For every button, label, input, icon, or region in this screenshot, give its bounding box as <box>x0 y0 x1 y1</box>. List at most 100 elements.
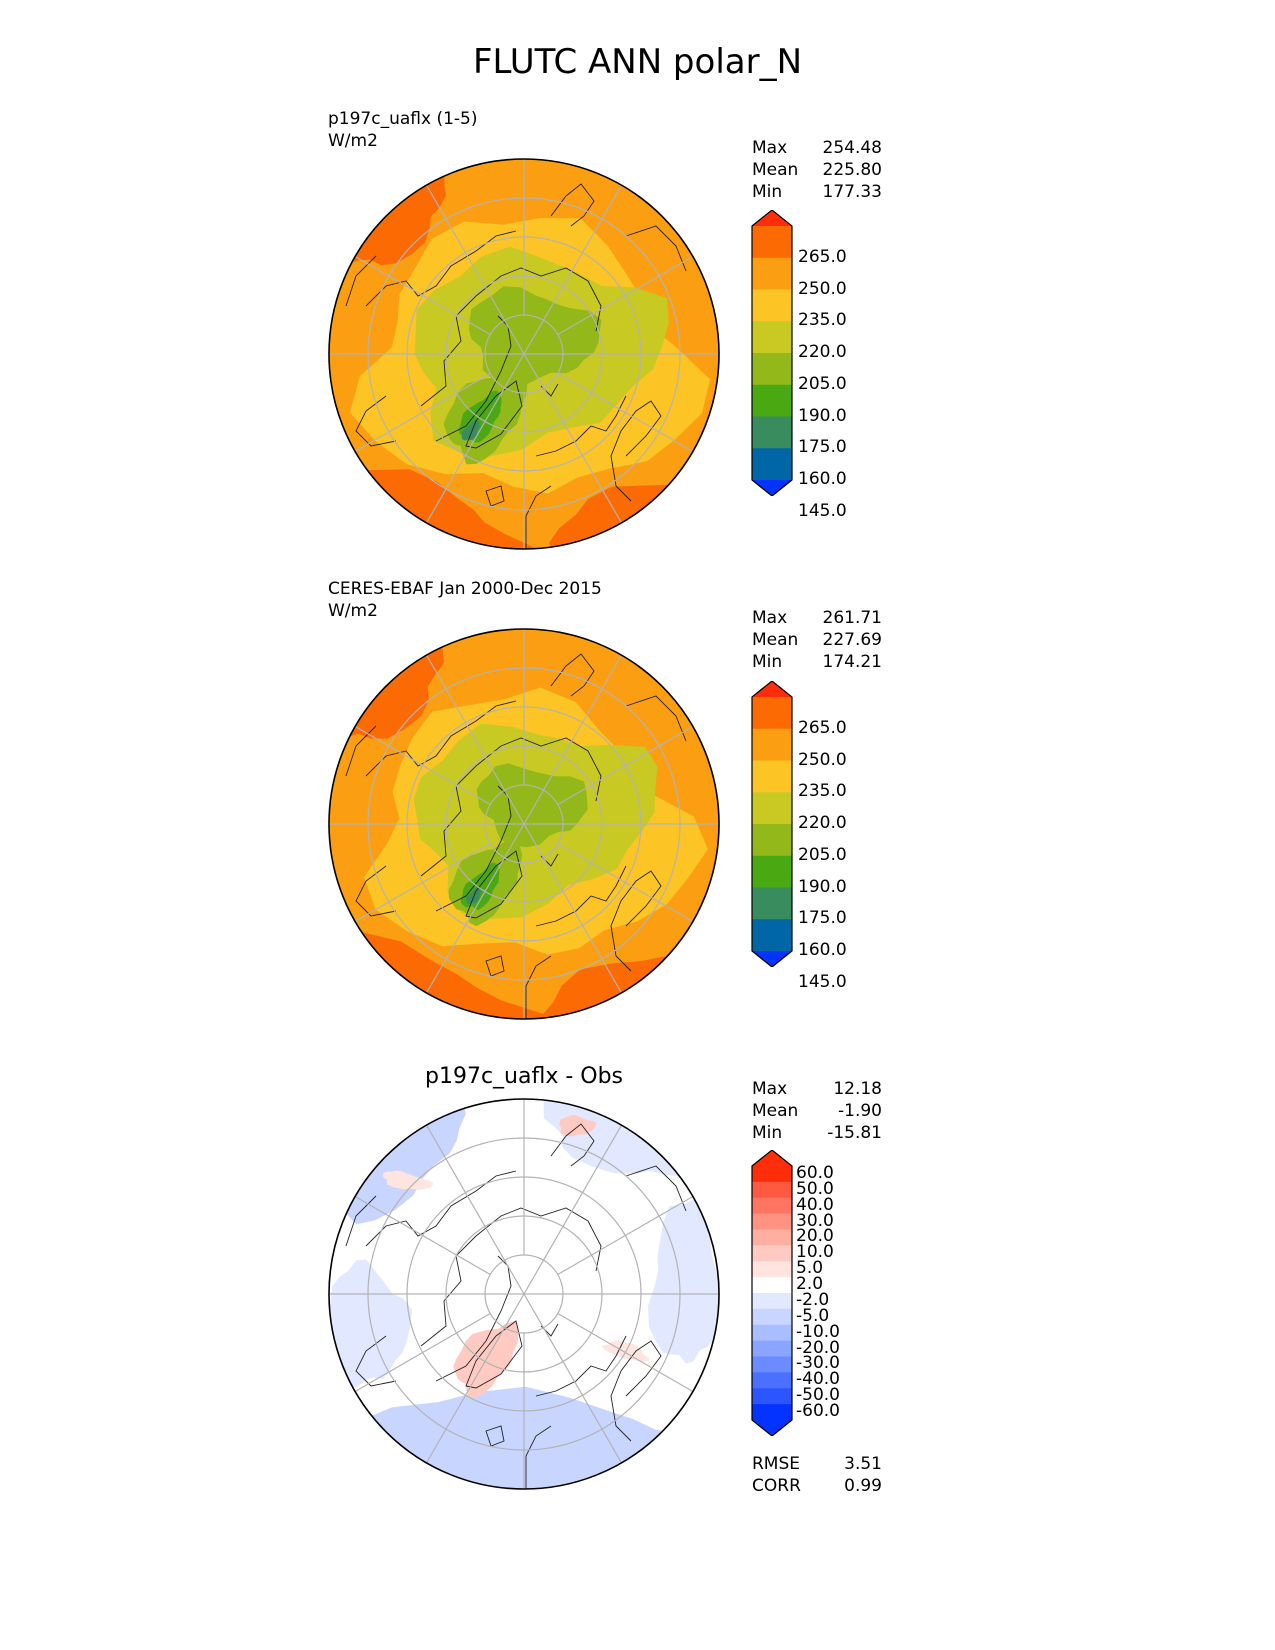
colorbar-tick-label: 145.0 <box>798 500 847 521</box>
meridian-line <box>354 372 491 453</box>
coastline <box>365 230 517 307</box>
max-label: Max <box>752 1079 788 1099</box>
field-negative <box>341 1386 719 1489</box>
colorbar-band <box>752 887 792 920</box>
colorbar-tick-label: 190.0 <box>798 876 847 897</box>
colorbar-band <box>752 384 792 418</box>
field-positive <box>559 1114 597 1137</box>
meridian-line <box>503 789 545 859</box>
meridian-line <box>354 255 491 336</box>
colorbar-tick-label: 20.0 <box>796 1226 834 1247</box>
coastline <box>535 1335 627 1397</box>
panel1-label: p197c_uaflx (1-5) <box>328 109 478 129</box>
coastline <box>535 865 627 927</box>
max-label: Max <box>752 608 788 628</box>
colorbar-band <box>752 919 792 952</box>
meridian-line <box>557 1312 694 1393</box>
meridian-line <box>557 255 694 336</box>
colorbar-tick-label: -5.0 <box>796 1305 830 1326</box>
map-boundary <box>328 158 720 550</box>
meridian-line <box>354 1312 491 1393</box>
colorbar-model <box>751 210 793 496</box>
colorbar-extend-min <box>752 951 792 967</box>
coastline <box>420 267 602 407</box>
field-160-175 <box>466 886 482 904</box>
colorbar-outline <box>751 681 793 967</box>
colorbar-tick-label: 190.0 <box>798 405 847 426</box>
colorbar-outline <box>751 210 793 496</box>
colorbar-tick-label: 205.0 <box>798 844 847 865</box>
colorbar-band <box>752 257 792 291</box>
max-label: Max <box>752 138 788 158</box>
colorbar-band <box>752 1404 792 1421</box>
coastline <box>625 1165 687 1212</box>
coastline <box>625 225 687 272</box>
panel2-units: W/m2 <box>328 601 378 621</box>
meridian-line <box>542 1124 623 1261</box>
colorbar-tick-label: 145.0 <box>798 971 847 992</box>
meridian-line <box>425 857 506 994</box>
colorbar-tick-label: 265.0 <box>798 246 847 267</box>
colorbar-tick-label: -50.0 <box>796 1385 840 1406</box>
corr-value: 0.99 <box>844 1476 882 1496</box>
field-negative <box>648 1198 719 1364</box>
colorbar-band <box>752 824 792 857</box>
coastline <box>465 850 523 919</box>
panel2-stats: Max 261.71 Mean 227.69 Min 174.21 <box>752 607 882 673</box>
panel2-label: CERES-EBAF Jan 2000-Dec 2015 <box>328 579 602 599</box>
colorbar-tick-label: -60.0 <box>796 1401 840 1422</box>
coastline <box>535 395 627 457</box>
colorbar-extend-min <box>752 480 792 496</box>
coastline <box>345 725 377 777</box>
min-label: Min <box>752 1123 783 1143</box>
colorbar-band <box>752 321 792 354</box>
coastline <box>485 1425 505 1447</box>
coastline <box>550 653 595 697</box>
coastline <box>485 485 505 507</box>
colorbar-tick-label: 175.0 <box>798 908 847 929</box>
max-value: 12.18 <box>833 1079 882 1099</box>
mean-value: -1.90 <box>838 1101 882 1121</box>
mean-label: Mean <box>752 160 799 180</box>
field-190-205 <box>476 763 588 848</box>
colorbar-tick-label: -30.0 <box>796 1353 840 1374</box>
coastline <box>465 1320 523 1389</box>
panel1-stats: Max 254.48 Mean 225.80 Min 177.33 <box>752 137 882 203</box>
colorbar-tick-label: -10.0 <box>796 1321 840 1342</box>
graticule <box>329 1099 719 1489</box>
colorbar-band <box>752 1213 792 1231</box>
coastline <box>550 183 595 227</box>
coastline <box>485 955 505 977</box>
colorbar-difference <box>751 1150 793 1436</box>
colorbar-tick-label: 160.0 <box>798 469 847 489</box>
colorbar-tick-label: 160.0 <box>798 940 847 960</box>
coastline <box>610 870 662 972</box>
colorbar-tick-label: 5.0 <box>796 1258 824 1279</box>
colorbar-band <box>752 1340 792 1358</box>
graticule <box>329 629 719 1019</box>
coastline <box>610 1340 662 1442</box>
meridian-line <box>557 725 694 806</box>
colorbar-extend-min <box>752 1420 792 1436</box>
colorbar-tick-label: 2.0 <box>796 1274 824 1295</box>
meridian-line <box>354 725 491 806</box>
coastline <box>550 1123 595 1167</box>
colorbar-extend-max <box>752 681 792 697</box>
min-value: 174.21 <box>822 652 882 672</box>
min-label: Min <box>752 182 783 202</box>
coastline <box>525 1425 552 1489</box>
coastline <box>365 1170 517 1247</box>
colorbar-tick-label: 50.0 <box>796 1178 834 1199</box>
map-boundary <box>328 628 720 1020</box>
polar-map-model <box>328 158 720 550</box>
coastline <box>525 485 552 549</box>
coastline <box>355 1335 397 1387</box>
coastline <box>525 955 552 1019</box>
colorbar-tick-label: -20.0 <box>796 1337 840 1358</box>
coastline <box>355 865 397 917</box>
min-value: 177.33 <box>822 182 882 202</box>
colorbar-band <box>752 760 792 793</box>
colorbar-band <box>752 1261 792 1278</box>
colorbar-band <box>752 1181 792 1199</box>
colorbar-tick-label: 40.0 <box>796 1194 834 1215</box>
